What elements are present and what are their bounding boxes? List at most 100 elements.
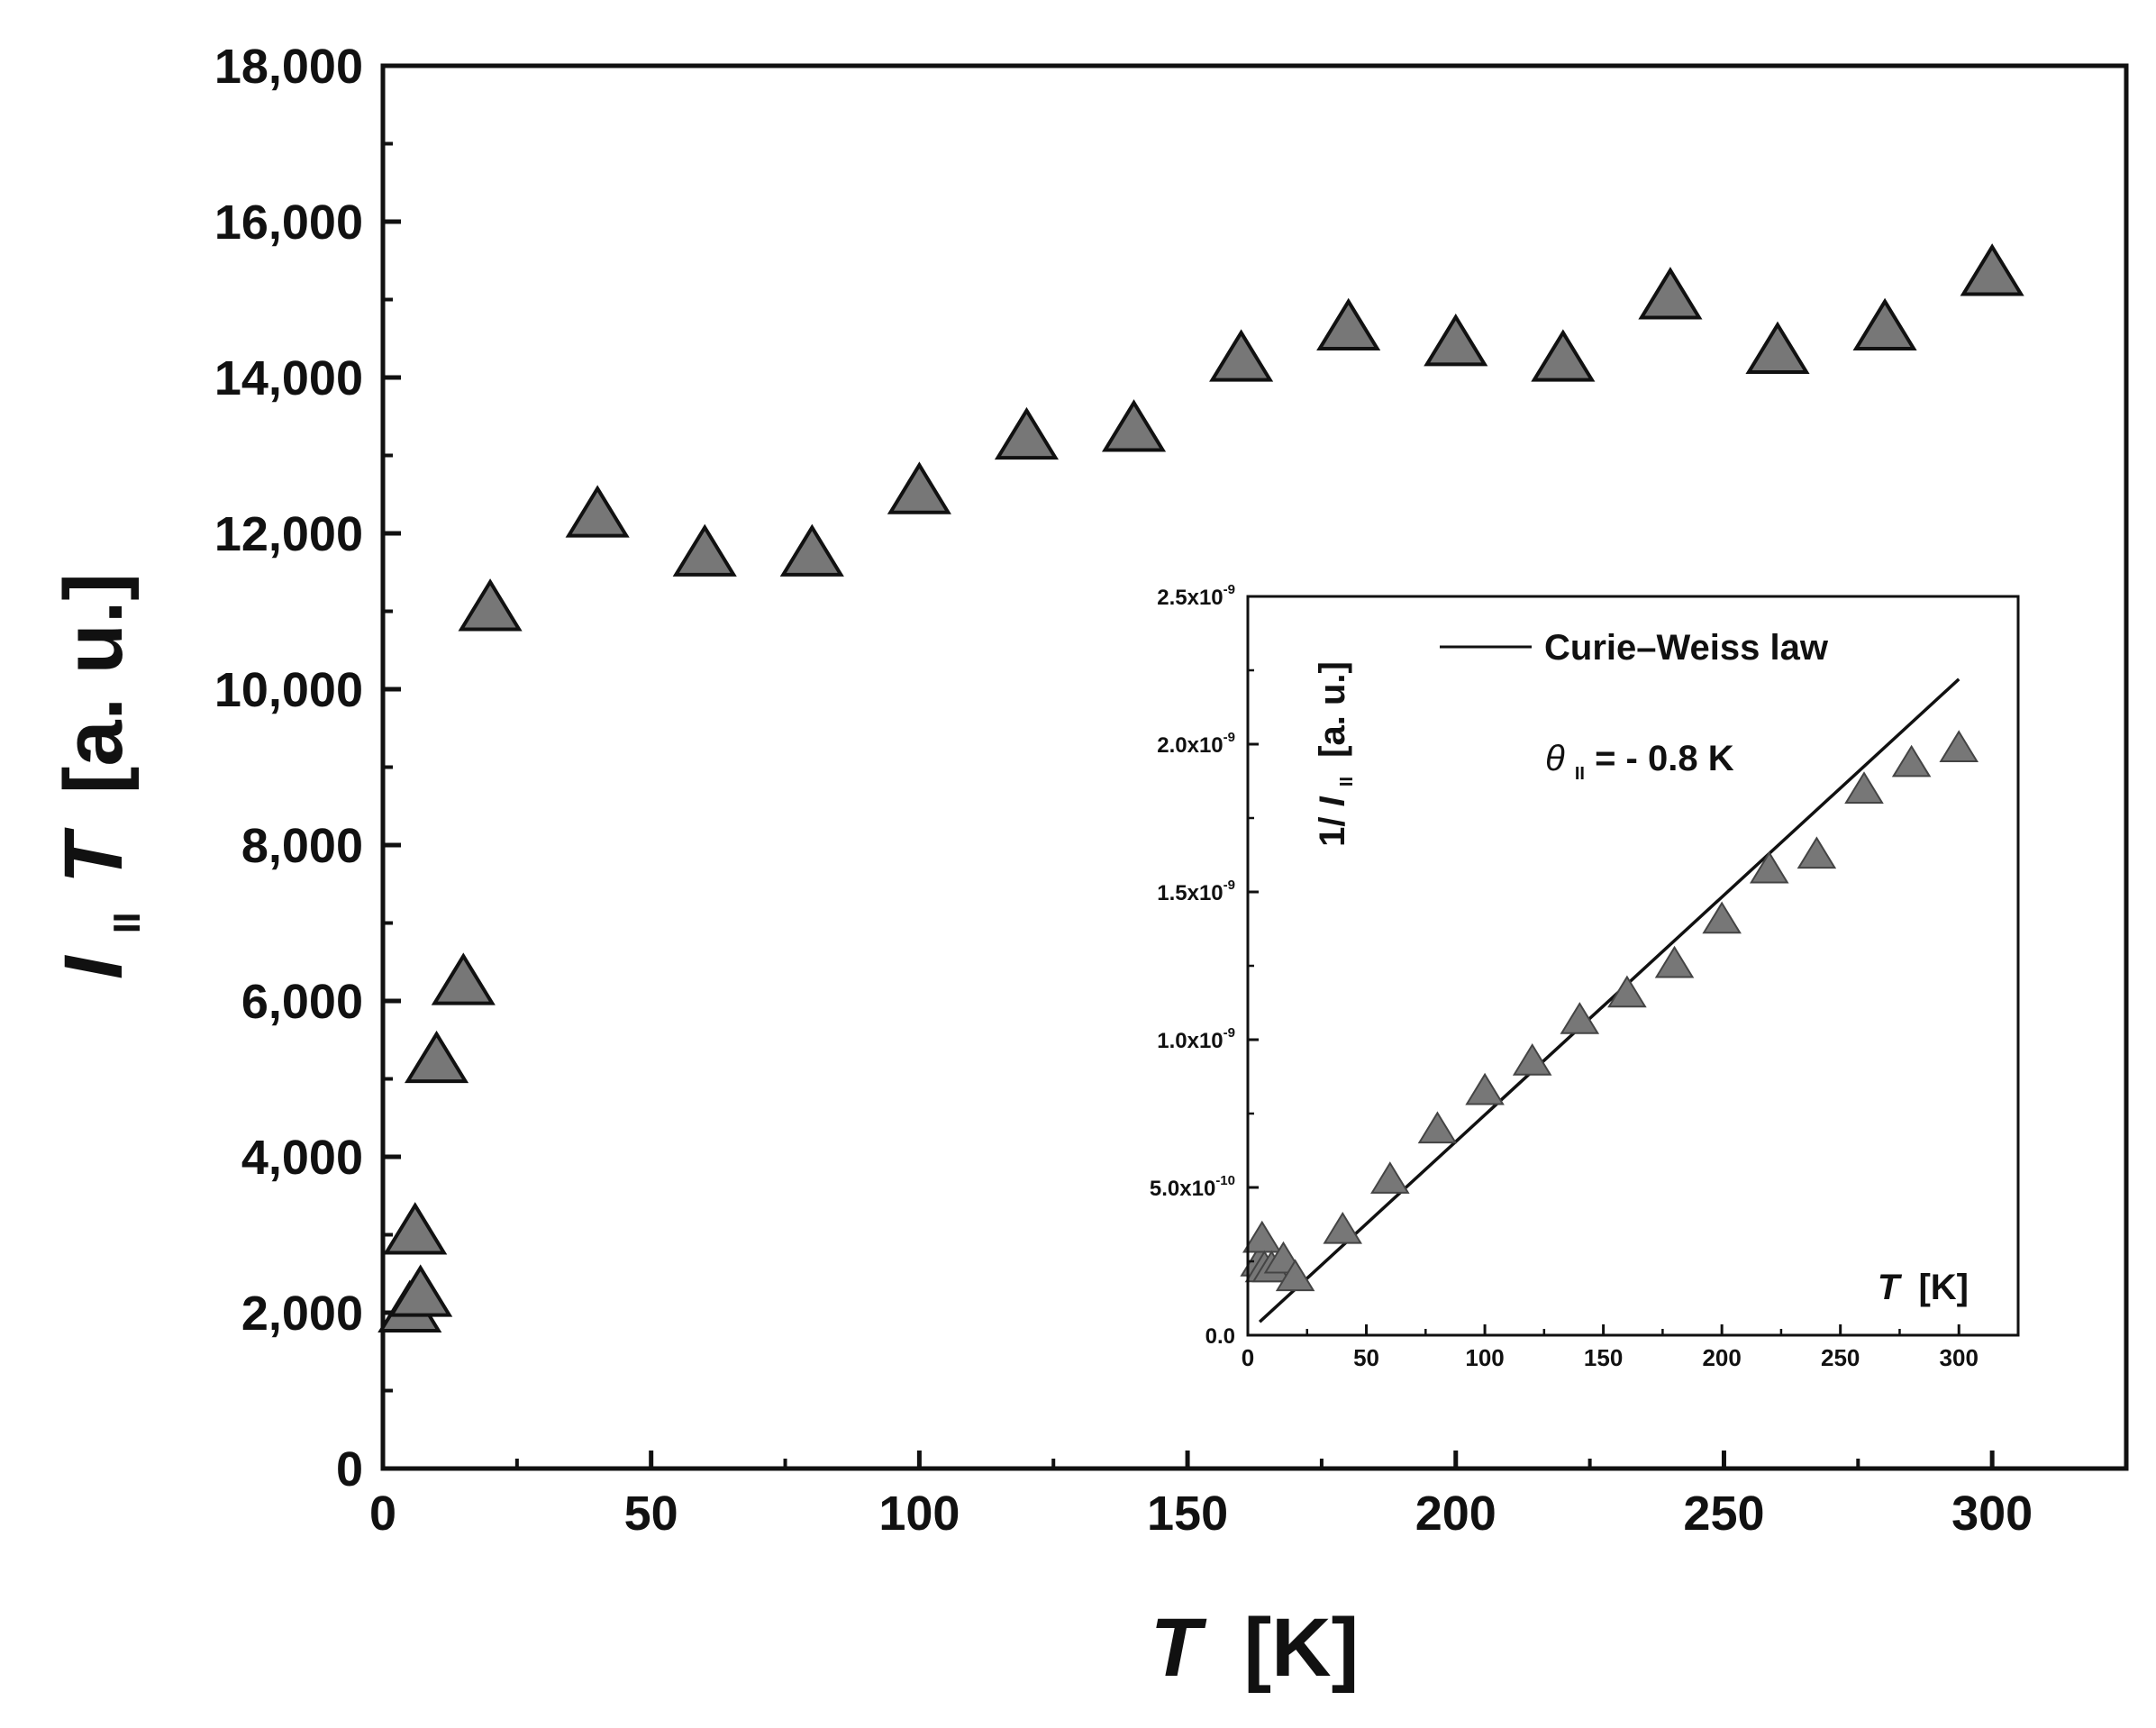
inset-data-point [1275,1259,1315,1292]
inset-data-point [1939,730,1979,763]
inset-data-point [1560,1002,1600,1034]
inset-ticks [1246,595,1960,1337]
inset-x-axis-unit: [K] [1918,1268,1969,1307]
inset-data-points [1240,730,1979,1292]
main-y-tick-label: 18,000 [214,40,363,94]
main-chart: 0 50 100 150 200 250 300 0 2,000 4,000 6,000 8,000 1… [48,40,2129,1694]
main-data-points [378,243,2024,1332]
inset-data-point [1607,975,1647,1008]
inset-y-tick-base: 2.0x10 [1157,733,1223,758]
inset-y-tick-base: 2.5x10 [1157,586,1223,610]
inset-y-axis-var: I [1313,796,1352,806]
inset-background [1248,596,2018,1335]
main-x-tick-label: 300 [1951,1487,2033,1541]
legend-entry-label: Curie–Weiss law [1544,628,1829,668]
annotation-subscript: II [1575,764,1585,784]
main-x-tick-label: 50 [624,1487,678,1541]
inset-data-point [1749,850,1789,884]
inset-chart: 0 50 100 150 200 250 3000.05.0x10-101.0x10-91.… [1150,582,2020,1371]
main-y-tick-label: 12,000 [214,507,363,561]
inset-y-tick-label: 1.5x10-9 [1157,878,1235,905]
inset-y-tick-label: 2.0x10-9 [1157,730,1235,758]
inset-y-tick-exponent: -10 [1215,1173,1235,1188]
main-y-tick-label: 8,000 [241,819,363,873]
main-data-point [887,461,951,514]
inset-legend: Curie–Weiss law [1440,628,1829,668]
inset-data-point [1702,901,1742,934]
inset-y-axis-title: 1/ I II [a. u.] [1313,661,1360,847]
main-y-tick-label: 10,000 [214,663,363,717]
main-data-point [404,1030,469,1084]
inset-y-axis-unit: [a. u.] [1313,661,1352,758]
main-data-point [1424,314,1488,367]
inset-data-point [1654,945,1695,978]
inset-x-tick-label: 300 [1940,1344,1979,1371]
main-data-point [672,523,737,577]
main-y-axis-var2: T [48,827,140,884]
main-data-point [994,406,1060,460]
main-y-tick-label: 6,000 [241,975,363,1029]
annotation-value: = - 0.8 K [1595,739,1734,778]
annotation-symbol: θ [1545,739,1565,778]
inset-x-tick-label: 200 [1702,1344,1741,1371]
main-x-tick-label: 100 [878,1487,960,1541]
inset-y-axis-subscript: II [1337,777,1357,787]
main-data-point [388,1264,453,1317]
main-x-tick-label: 200 [1415,1487,1496,1541]
main-y-axis-subscript: II [105,913,148,933]
inset-y-tick-base: 1.5x10 [1157,881,1223,905]
main-y-tick-label: 16,000 [214,196,363,250]
inset-data-point [1844,771,1884,804]
inset-data-point [1465,1072,1505,1105]
curie-weiss-fit-line [1258,678,1960,1323]
inset-y-tick-label: 2.5x10-9 [1157,582,1235,610]
main-data-point [779,523,844,577]
inset-annotation: θ II = - 0.8 K [1545,739,1734,787]
main-x-tick-label: 150 [1147,1487,1228,1541]
inset-x-tick-label: 0 [1242,1344,1254,1371]
main-data-point [1960,243,2024,296]
main-x-axis-title: T [K] [1151,1602,1359,1694]
inset-x-tick-label: 250 [1821,1344,1860,1371]
inset-x-axis-var: T [1878,1268,1903,1307]
main-data-point [431,952,496,1005]
inset-tick-labels: 0 50 100 150 200 250 3000.05.0x10-101.0x10-91.… [1150,582,1979,1371]
inset-y-tick-label: 1.0x10-9 [1157,1025,1235,1053]
inset-x-tick-label: 150 [1584,1344,1623,1371]
main-data-point [1852,297,1917,351]
inset-y-tick-exponent: -9 [1224,582,1235,597]
main-y-axis-title: I II T [a. u.] [48,573,158,979]
main-y-axis-unit: [a. u.] [48,573,140,794]
main-data-point [1101,399,1167,452]
inset-y-tick-exponent: -9 [1224,878,1235,893]
inset-data-point [1512,1042,1552,1076]
main-data-point [1316,297,1381,351]
main-y-tick-label: 14,000 [214,351,363,405]
main-y-tick-label: 0 [336,1442,363,1496]
inset-data-point [1323,1211,1363,1244]
main-data-point [1638,267,1703,320]
inset-y-tick-exponent: -9 [1224,730,1235,745]
main-x-axis-var: T [1151,1602,1207,1694]
main-data-point [458,578,523,632]
inset-y-tick-label: 0.0 [1205,1324,1235,1349]
inset-fit-layer [1258,678,1960,1323]
main-x-axis-unit: [K] [1244,1602,1360,1694]
inset-data-point [1370,1161,1410,1194]
inset-y-tick-base: 0.0 [1205,1324,1235,1349]
main-x-tick-label: 250 [1683,1487,1764,1541]
inset-y-tick-exponent: -9 [1224,1025,1235,1041]
inset-x-tick-label: 100 [1465,1344,1504,1371]
inset-y-axis-prefix: 1/ [1313,816,1352,846]
main-tick-labels: 0 50 100 150 200 250 300 0 2,000 4,000 6,000 8,000 1… [214,40,2033,1541]
main-y-tick-label: 2,000 [241,1287,363,1341]
main-data-point [1531,329,1596,382]
main-y-axis-var: I [48,954,140,979]
inset-y-tick-base: 1.0x10 [1157,1029,1223,1053]
inset-x-tick-label: 50 [1353,1344,1379,1371]
main-data-point [1209,329,1274,382]
inset-x-axis-title: T [K] [1878,1268,1969,1307]
main-y-tick-label: 4,000 [241,1131,363,1185]
